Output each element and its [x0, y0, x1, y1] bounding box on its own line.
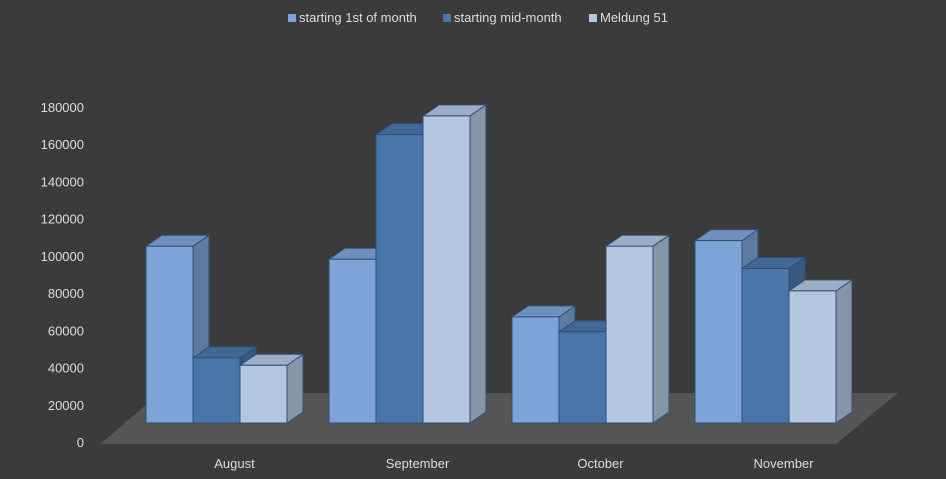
- y-tick-label: 160000: [41, 137, 84, 152]
- legend-swatch: [589, 14, 597, 22]
- legend-label: starting mid-month: [454, 10, 562, 25]
- legend-item: starting mid-month: [443, 10, 562, 25]
- y-tick-label: 0: [77, 435, 84, 450]
- x-tick-label: September: [386, 456, 450, 471]
- legend: starting 1st of month starting mid-month M…: [288, 10, 668, 25]
- x-tick-label: October: [577, 456, 624, 471]
- y-tick-label: 60000: [48, 323, 84, 338]
- legend-label: starting 1st of month: [299, 10, 417, 25]
- legend-swatch: [443, 14, 451, 22]
- x-tick-label: August: [214, 456, 255, 471]
- legend-label: Meldung 51: [600, 10, 668, 25]
- bar: [421, 103, 488, 424]
- legend-item: Meldung 51: [589, 10, 668, 25]
- bar: [238, 353, 305, 424]
- legend-swatch: [288, 14, 296, 22]
- y-tick-label: 140000: [41, 174, 84, 189]
- x-tick-label: November: [754, 456, 815, 471]
- legend-item: starting 1st of month: [288, 10, 417, 25]
- y-tick-label: 40000: [48, 361, 84, 376]
- y-tick-label: 20000: [48, 398, 84, 413]
- y-tick-label: 180000: [41, 100, 84, 115]
- y-axis: 0 20000 40000 60000 80000 100000 120000 140000 1…: [41, 100, 84, 450]
- bar: [787, 278, 854, 424]
- x-axis: August September October November: [214, 456, 814, 471]
- y-tick-label: 120000: [41, 212, 84, 227]
- y-tick-label: 80000: [48, 286, 84, 301]
- bar: [604, 234, 671, 424]
- plot-area: [144, 103, 854, 424]
- y-tick-label: 100000: [41, 249, 84, 264]
